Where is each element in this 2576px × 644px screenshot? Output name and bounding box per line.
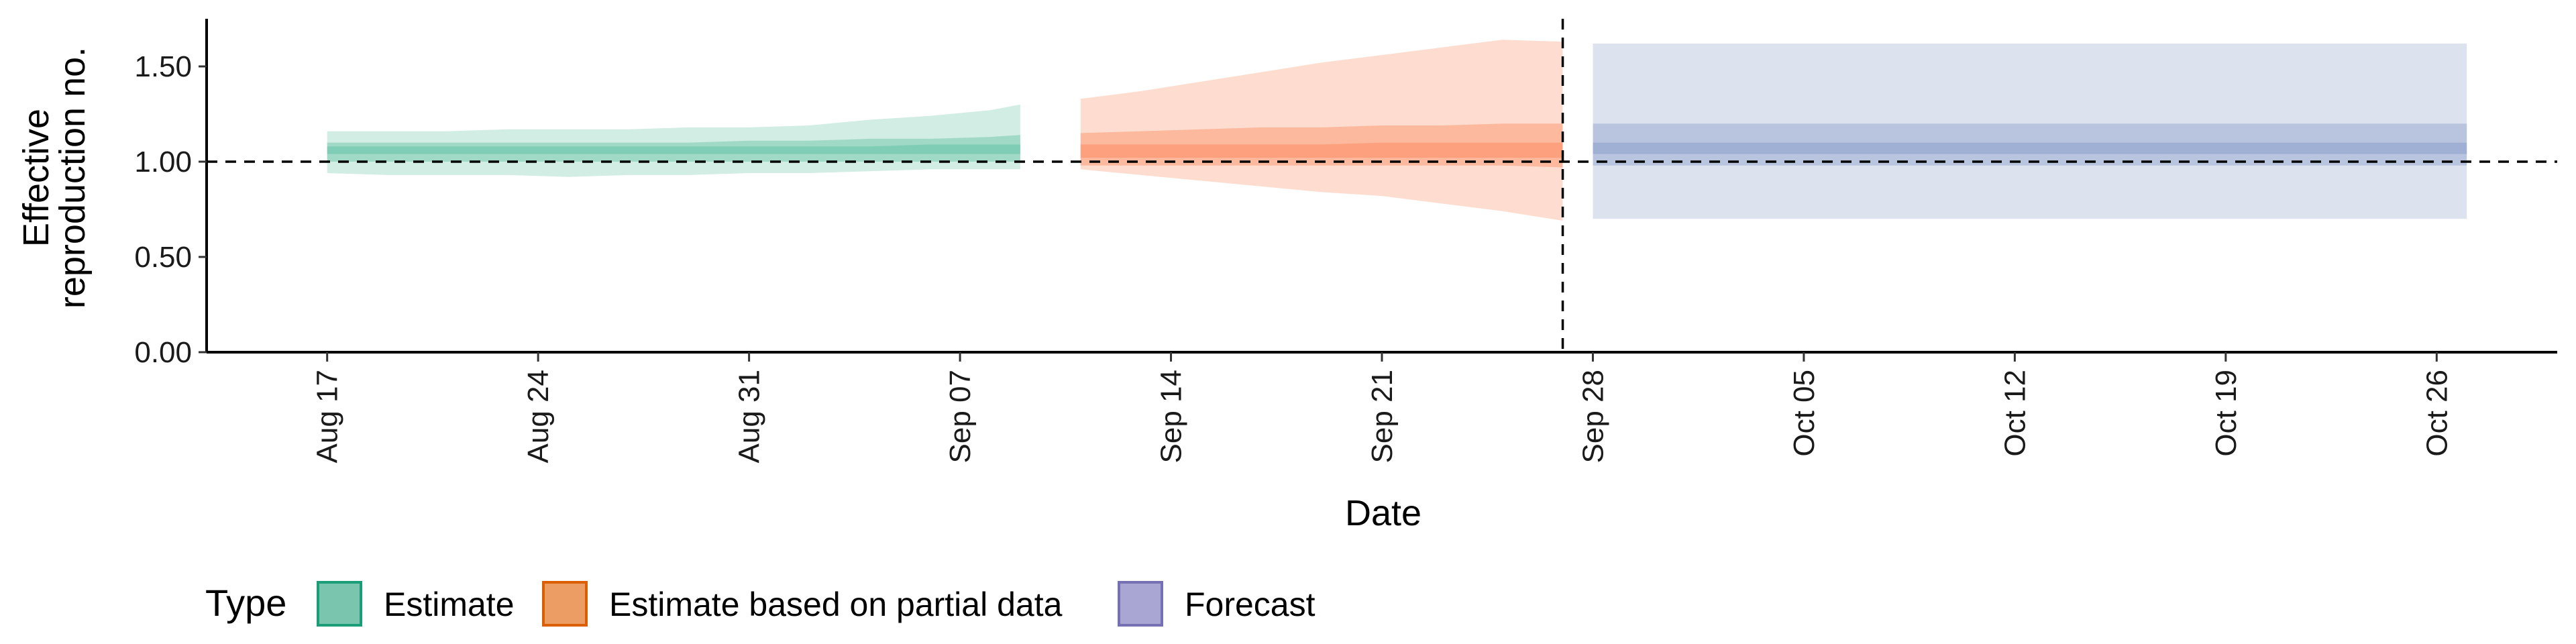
band-outer-series-0 — [327, 104, 1020, 177]
y-tick-label: 0.00 — [134, 336, 192, 369]
y-axis-ticks: 0.00 0.50 1.00 1.50 — [134, 50, 207, 369]
legend-label-partial: Estimate based on partial data — [609, 586, 1063, 623]
legend-label-estimate: Estimate — [384, 586, 515, 623]
x-axis-title: Date — [1345, 493, 1421, 533]
reference-lines — [207, 19, 2557, 352]
y-axis-title-line2: reproduction no. — [52, 47, 93, 309]
x-axis-ticks: Aug 17 Aug 24 Aug 31 Sep 07 Sep 14 Sep 21 Sep … — [311, 352, 2453, 463]
y-tick-label: 1.50 — [134, 50, 192, 83]
legend-label-forecast: Forecast — [1185, 586, 1316, 623]
y-axis-title: Effective reproduction no. — [16, 47, 93, 309]
legend-title: Type — [205, 582, 286, 624]
band-inner-series-2 — [1593, 142, 2467, 154]
legend-swatch-estimate — [317, 581, 362, 627]
band-inner-series-0 — [327, 144, 1020, 154]
band-inner-series-1 — [1080, 142, 1563, 158]
y-tick-label: 1.00 — [134, 146, 192, 178]
x-tick-label: Oct 05 — [1788, 370, 1821, 457]
legend: Type Estimate Estimate based on partial … — [205, 581, 1316, 627]
x-tick-label: Sep 14 — [1155, 370, 1188, 463]
x-tick-label: Oct 26 — [2420, 370, 2453, 457]
x-tick-label: Aug 17 — [311, 370, 344, 463]
x-tick-label: Aug 24 — [522, 370, 555, 463]
y-tick-label: 0.50 — [134, 241, 192, 274]
x-tick-label: Aug 31 — [733, 370, 766, 463]
x-tick-label: Oct 12 — [1998, 370, 2031, 457]
band-outer-series-1 — [1080, 40, 1563, 221]
x-tick-label: Sep 28 — [1577, 370, 1610, 463]
y-axis-title-line1: Effective — [16, 109, 56, 247]
legend-swatch-partial — [542, 581, 588, 627]
x-tick-label: Oct 19 — [2210, 370, 2243, 457]
ribbon-layer — [327, 40, 2467, 221]
legend-swatch-forecast — [1118, 581, 1163, 627]
x-tick-label: Sep 07 — [944, 370, 977, 463]
x-tick-label: Sep 21 — [1366, 370, 1399, 463]
band-outer-series-2 — [1593, 43, 2467, 219]
